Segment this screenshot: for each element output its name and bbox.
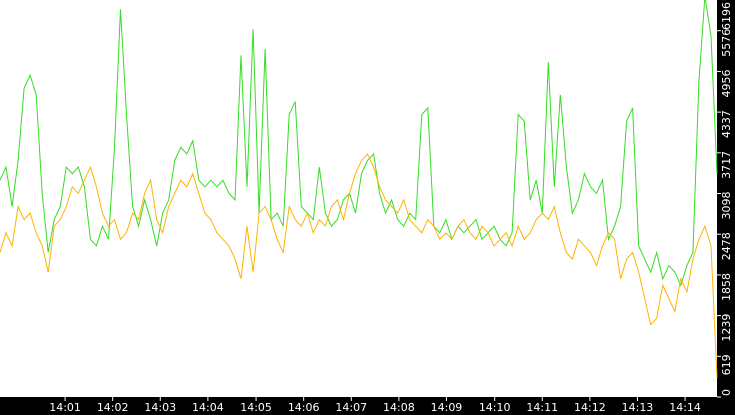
x-tick-label: 14:12 xyxy=(574,401,606,414)
series-line xyxy=(0,0,718,287)
x-tick-label: 14:04 xyxy=(192,401,224,414)
x-tick-label: 14:01 xyxy=(49,401,81,414)
x-tick-label: 14:14 xyxy=(669,401,701,414)
x-tick-label: 14:07 xyxy=(335,401,367,414)
x-tick-label: 14:06 xyxy=(288,401,320,414)
x-tick-label: 14:02 xyxy=(97,401,129,414)
y-tick-label: 3717 xyxy=(720,151,733,179)
y-tick-label: 1858 xyxy=(720,273,733,301)
y-tick-label: 4956 xyxy=(720,69,733,97)
series-line xyxy=(0,153,718,378)
x-tick-label: 14:13 xyxy=(622,401,654,414)
y-tick-label: 5576 xyxy=(720,29,733,57)
y-tick-label: 1239 xyxy=(720,314,733,342)
y-tick-label: 619 xyxy=(720,354,733,375)
plot-area xyxy=(0,0,717,397)
y-tick-label: 4337 xyxy=(720,110,733,138)
x-tick-label: 14:11 xyxy=(526,401,558,414)
y-tick-label: 2478 xyxy=(720,232,733,260)
x-tick-label: 14:09 xyxy=(431,401,463,414)
x-tick-label: 14:08 xyxy=(383,401,415,414)
x-tick-label: 14:05 xyxy=(240,401,272,414)
x-tick-label: 14:03 xyxy=(144,401,176,414)
y-tick-label: 0 xyxy=(720,389,733,396)
x-tick-label: 14:10 xyxy=(479,401,511,414)
y-tick-label: 6196 xyxy=(720,2,733,30)
y-tick-label: 3098 xyxy=(720,192,733,220)
